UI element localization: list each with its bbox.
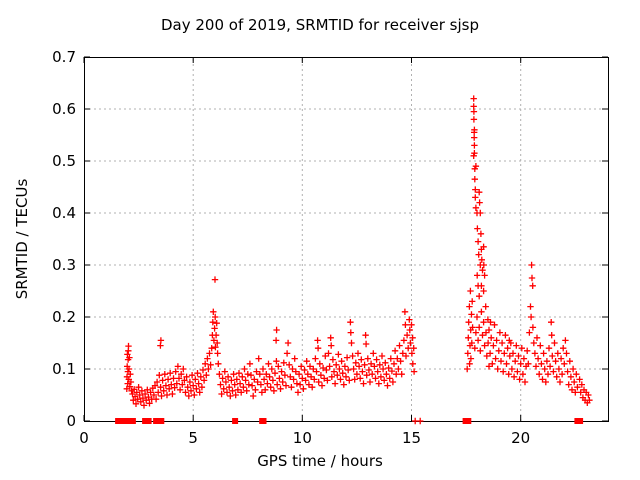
grid-lines [84, 57, 608, 421]
plot-border [84, 57, 609, 422]
x-axis-label: GPS time / hours [257, 452, 383, 470]
y-tick-label: 0.5 [52, 152, 76, 170]
y-tick-label: 0.3 [52, 256, 76, 274]
x-tick-label: 0 [79, 429, 89, 447]
x-tick-label: 15 [401, 429, 422, 447]
y-tick-label: 0.6 [52, 100, 76, 118]
chart-title: Day 200 of 2019, SRMTID for receiver sjs… [161, 16, 479, 34]
zero-square-markers [115, 418, 584, 424]
x-tick-label: 5 [188, 429, 198, 447]
y-tick-label: 0.1 [52, 360, 76, 378]
scatter-plus-markers [123, 95, 593, 425]
x-tick-label: 20 [511, 429, 531, 447]
y-tick-label: 0 [66, 412, 76, 430]
y-tick-label: 0.2 [52, 308, 76, 326]
x-tick-label: 10 [292, 429, 312, 447]
y-tick-label: 0.7 [52, 48, 76, 66]
y-tick-label: 0.4 [52, 204, 76, 222]
axis-ticks [83, 56, 608, 422]
